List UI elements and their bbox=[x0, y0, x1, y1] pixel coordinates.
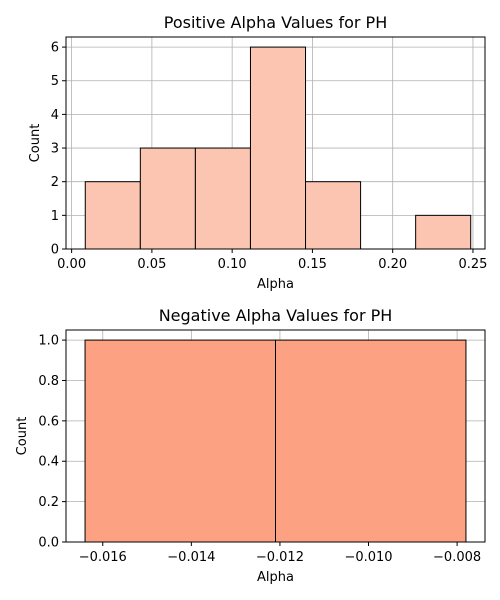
y-ticks: 0.0 0.2 0.4 0.6 0.8 1.0 bbox=[38, 334, 66, 551]
y-tick-label: 2 bbox=[51, 175, 59, 190]
x-tick-label: 0.15 bbox=[298, 257, 327, 272]
x-tick-label: 0.20 bbox=[378, 257, 407, 272]
histogram-bar bbox=[305, 181, 362, 250]
y-ticks: 0 1 2 3 4 5 6 bbox=[51, 41, 66, 258]
histogram-bars bbox=[84, 339, 467, 543]
axes bbox=[65, 36, 486, 250]
histogram-bars bbox=[84, 46, 472, 250]
y-tick-label: 6 bbox=[51, 41, 59, 56]
x-axis-label: Alpha bbox=[257, 570, 294, 585]
x-ticks: −0.016 −0.014 −0.012 −0.010 −0.008 bbox=[79, 542, 481, 565]
x-tick-label: −0.008 bbox=[433, 550, 481, 565]
histogram-bar bbox=[249, 46, 307, 250]
x-tick-label: 0.05 bbox=[137, 257, 166, 272]
x-axis-label: Alpha bbox=[257, 277, 294, 292]
histogram-bar bbox=[84, 339, 276, 543]
y-tick-label: 3 bbox=[51, 142, 59, 157]
x-tick-label: 0.00 bbox=[57, 257, 86, 272]
histogram-bar bbox=[84, 181, 141, 250]
x-tick-label: −0.010 bbox=[344, 550, 392, 565]
x-tick-label: −0.012 bbox=[256, 550, 304, 565]
histogram-bar bbox=[415, 214, 472, 250]
y-axis-label: Count bbox=[28, 124, 43, 163]
x-ticks: 0.00 0.05 0.10 0.15 0.20 0.25 bbox=[57, 249, 487, 272]
positive-alpha-panel: Positive Alpha Values for PH Alpha Count… bbox=[28, 13, 487, 292]
y-tick-label: 5 bbox=[51, 74, 59, 89]
y-tick-label: 4 bbox=[51, 108, 59, 123]
y-tick-label: 1.0 bbox=[38, 334, 59, 349]
y-tick-label: 0.4 bbox=[38, 455, 59, 470]
axes bbox=[65, 329, 486, 543]
y-tick-label: 1 bbox=[51, 209, 59, 224]
chart-title: Positive Alpha Values for PH bbox=[164, 13, 387, 32]
y-tick-label: 0.0 bbox=[38, 536, 59, 551]
y-tick-label: 0.2 bbox=[38, 495, 59, 510]
x-tick-label: 0.25 bbox=[458, 257, 487, 272]
histogram-bar bbox=[139, 147, 196, 250]
x-tick-label: −0.014 bbox=[167, 550, 215, 565]
axes-frame bbox=[65, 329, 486, 543]
x-tick-label: 0.10 bbox=[218, 257, 247, 272]
negative-alpha-panel: Negative Alpha Values for PH Alpha Count… bbox=[15, 306, 486, 585]
axes-frame bbox=[65, 36, 486, 250]
histogram-bar bbox=[194, 147, 251, 250]
y-tick-label: 0.6 bbox=[38, 414, 59, 429]
y-tick-label: 0 bbox=[51, 243, 59, 258]
y-axis-label: Count bbox=[15, 417, 30, 456]
x-tick-label: −0.016 bbox=[79, 550, 127, 565]
y-tick-label: 0.8 bbox=[38, 374, 59, 389]
chart-title: Negative Alpha Values for PH bbox=[159, 306, 393, 325]
histogram-bar bbox=[275, 339, 467, 543]
